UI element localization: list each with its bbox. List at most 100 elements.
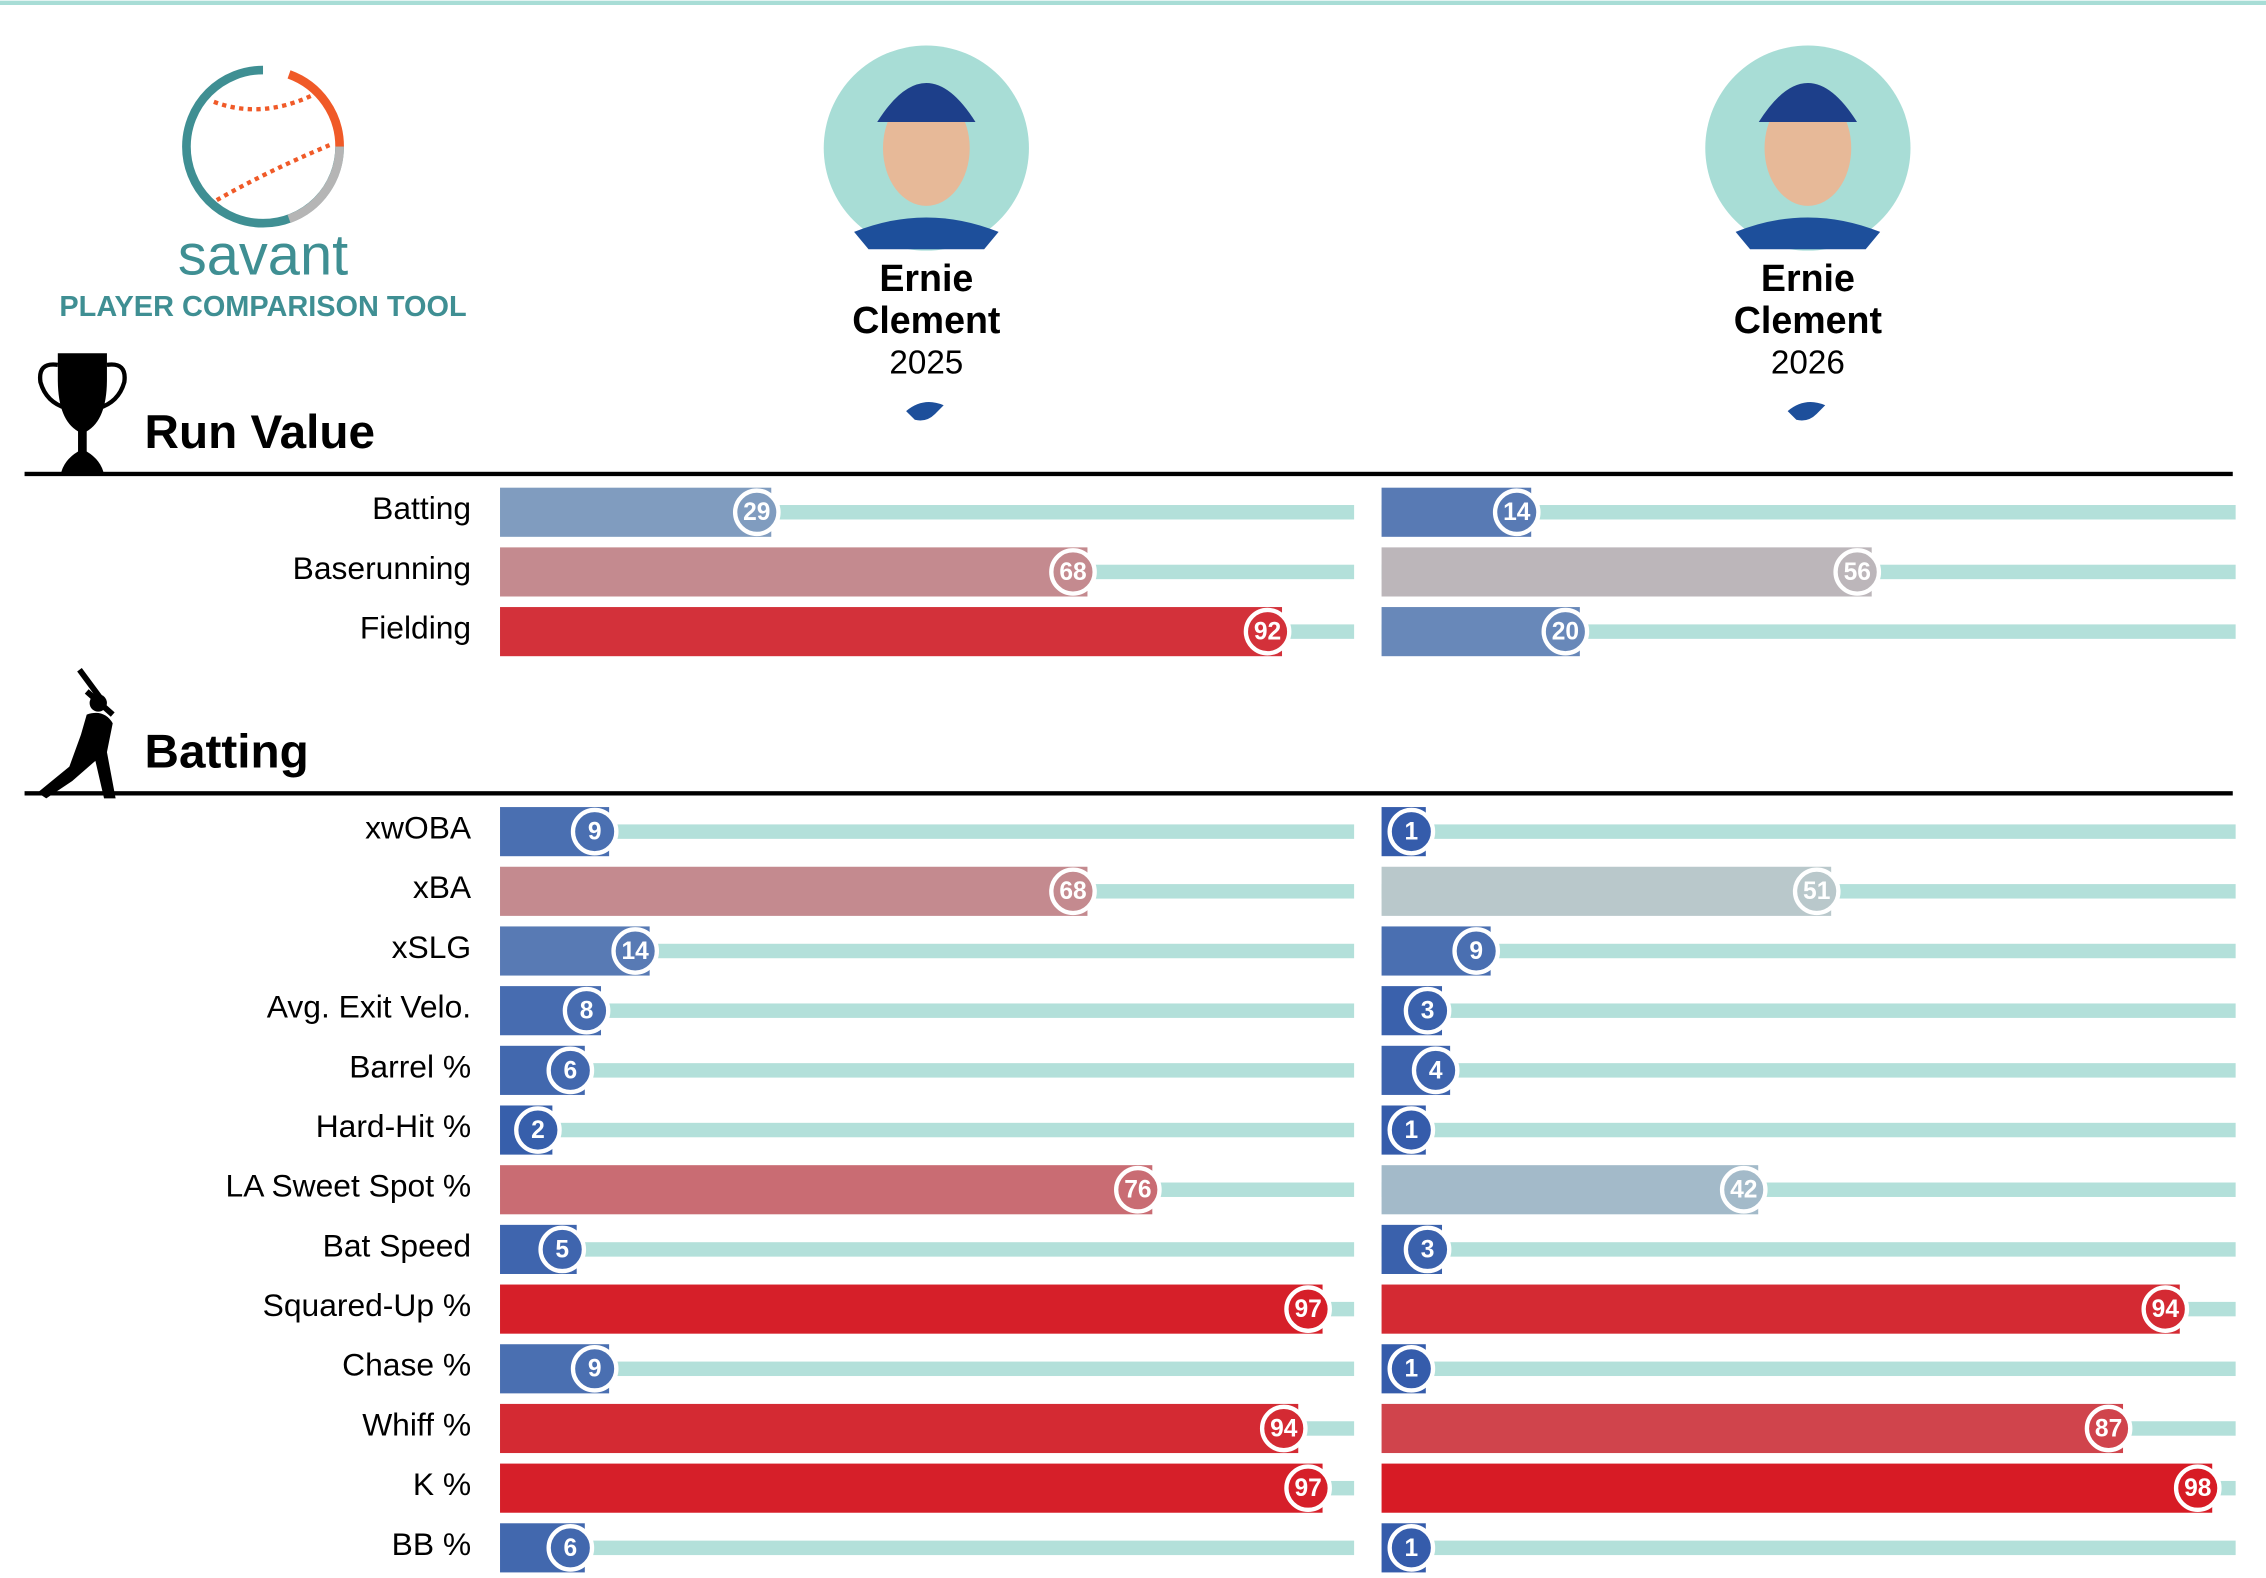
track <box>1381 824 2236 839</box>
percentile-badge <box>1114 1165 1162 1214</box>
section-rule <box>24 791 2233 796</box>
subtitle: PLAYER COMPARISON TOOL <box>59 291 466 323</box>
percentile-value: 68 <box>1059 559 1086 586</box>
percentile-badge <box>1284 1464 1332 1513</box>
metric-label: BB % <box>392 1526 471 1562</box>
player-season: 2025 <box>889 345 963 382</box>
percentile-value: 20 <box>1552 619 1579 646</box>
player-last-name: Clement <box>1734 299 1883 341</box>
percentile-bar <box>1381 547 1872 597</box>
track <box>1381 1063 2236 1078</box>
metric-label: Hard-Hit % <box>316 1108 471 1144</box>
percentile-bar <box>500 1463 1323 1513</box>
percentile-badge <box>570 807 619 856</box>
percentile-badge <box>1284 1285 1332 1333</box>
metric-label: Fielding <box>360 610 471 646</box>
percentile-value: 6 <box>564 1535 578 1562</box>
percentile-badge <box>514 1106 562 1154</box>
percentile-badge <box>2084 1404 2133 1453</box>
percentile-badge <box>562 986 611 1035</box>
team-logo <box>906 402 944 421</box>
metric-label: Whiff % <box>362 1406 471 1442</box>
track <box>1381 1540 2236 1556</box>
percentile-value: 9 <box>1469 938 1483 965</box>
percentile-value: 29 <box>743 499 770 526</box>
percentile-bar <box>1381 1463 2213 1513</box>
percentile-badge <box>546 1046 595 1095</box>
percentile-badge <box>1411 1046 1460 1095</box>
track <box>1381 505 2236 520</box>
percentile-value: 8 <box>580 998 594 1025</box>
percentile-value: 97 <box>1294 1475 1321 1502</box>
percentile-bar <box>500 1403 1299 1454</box>
percentile-badge <box>1387 1344 1436 1393</box>
percentile-badge <box>1243 607 1292 656</box>
percentile-value: 87 <box>2095 1415 2122 1442</box>
player-cap <box>1758 83 1858 123</box>
metric-label: LA Sweet Spot % <box>226 1168 472 1204</box>
track <box>500 1361 1355 1377</box>
track <box>1381 1122 2236 1138</box>
percentile-bar <box>500 1165 1153 1215</box>
percentile-bar <box>1381 866 1832 916</box>
metric-label: Squared-Up % <box>263 1287 471 1323</box>
percentile-value: 3 <box>1421 998 1435 1025</box>
percentile-value: 42 <box>1730 1177 1757 1204</box>
percentile-badge <box>538 1225 587 1274</box>
player-jersey <box>854 217 999 250</box>
track <box>500 1122 1355 1138</box>
percentile-value: 98 <box>2184 1475 2211 1502</box>
player-first-name: Ernie <box>879 257 973 299</box>
percentile-badge <box>1049 548 1097 596</box>
metric-label: Batting <box>372 490 471 526</box>
team-logo <box>1787 402 1826 421</box>
metric-label: Chase % <box>342 1347 471 1383</box>
percentile-badge <box>1387 807 1436 856</box>
percentile-value: 68 <box>1059 878 1086 905</box>
top-bar <box>0 0 2266 6</box>
player-last-name: Clement <box>852 299 1001 341</box>
track <box>500 1003 1355 1018</box>
percentile-badge <box>1387 1524 1436 1572</box>
player-cap <box>877 83 976 123</box>
percentile-value: 14 <box>1503 499 1531 526</box>
track <box>500 943 1355 959</box>
player-first-name: Ernie <box>1761 257 1855 299</box>
track <box>1381 624 2236 639</box>
track <box>1381 943 2236 959</box>
metric-label: xwOBA <box>365 810 472 846</box>
track <box>1381 1003 2236 1018</box>
percentile-value: 1 <box>1405 1117 1419 1144</box>
percentile-badge <box>611 927 660 975</box>
percentile-bar <box>1381 1403 2124 1454</box>
percentile-value: 94 <box>2152 1296 2180 1323</box>
percentile-value: 3 <box>1421 1236 1435 1263</box>
percentile-bar <box>1381 1284 2180 1334</box>
track <box>500 824 1355 839</box>
percentile-badge <box>1403 986 1452 1035</box>
percentile-badge <box>1792 867 1841 916</box>
track <box>500 1063 1355 1078</box>
percentile-value: 1 <box>1405 1356 1419 1383</box>
percentile-badge <box>732 488 781 537</box>
percentile-bar <box>500 866 1088 916</box>
percentile-badge <box>1452 927 1501 975</box>
percentile-badge <box>1833 548 1882 596</box>
metric-label: Avg. Exit Velo. <box>267 989 471 1025</box>
metric-label: Baserunning <box>293 550 471 586</box>
savant-logo <box>182 65 344 228</box>
percentile-value: 9 <box>588 1356 602 1383</box>
section-rule <box>24 471 2233 477</box>
percentile-value: 6 <box>564 1057 578 1084</box>
brand: savant <box>178 224 348 288</box>
percentile-badge <box>1049 867 1097 916</box>
batter-icon <box>37 668 116 799</box>
percentile-badge <box>1719 1165 1768 1214</box>
track <box>500 1242 1355 1257</box>
percentile-value: 94 <box>1270 1415 1298 1442</box>
metric-label: K % <box>413 1466 471 1502</box>
metric-label: xBA <box>413 869 472 905</box>
percentile-badge <box>1492 488 1541 537</box>
track <box>1381 1242 2236 1257</box>
trophy-icon <box>37 353 127 475</box>
